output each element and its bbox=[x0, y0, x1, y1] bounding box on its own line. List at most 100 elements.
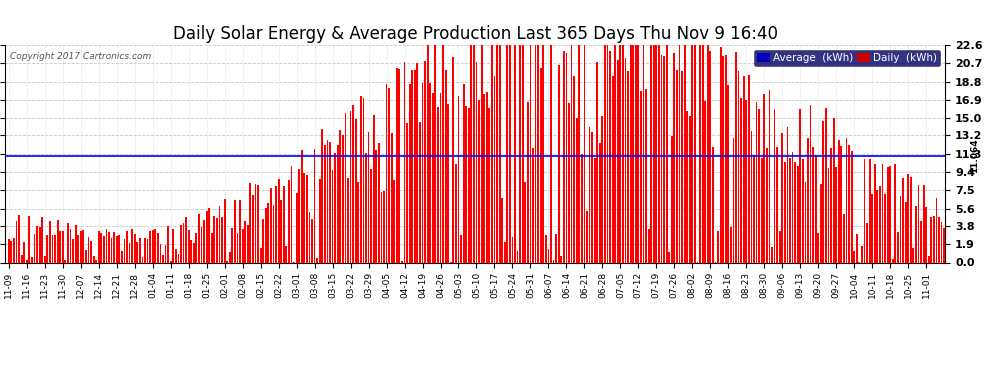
Bar bbox=[247, 225, 248, 262]
Bar bbox=[933, 216, 935, 262]
Bar bbox=[799, 109, 801, 262]
Bar bbox=[427, 45, 429, 262]
Bar bbox=[457, 96, 459, 262]
Bar bbox=[544, 235, 546, 262]
Bar bbox=[180, 225, 182, 262]
Bar bbox=[275, 186, 277, 262]
Bar bbox=[565, 53, 567, 262]
Bar bbox=[265, 208, 266, 262]
Bar bbox=[177, 255, 179, 262]
Bar bbox=[24, 242, 25, 262]
Bar bbox=[792, 152, 793, 262]
Bar bbox=[599, 143, 601, 262]
Bar bbox=[507, 45, 508, 262]
Bar bbox=[483, 94, 485, 262]
Bar bbox=[149, 231, 151, 262]
Bar bbox=[77, 235, 79, 262]
Bar bbox=[647, 229, 649, 262]
Bar bbox=[810, 105, 812, 262]
Bar bbox=[748, 75, 749, 262]
Bar bbox=[396, 68, 398, 262]
Bar bbox=[581, 154, 583, 262]
Bar bbox=[710, 51, 711, 262]
Bar bbox=[848, 146, 850, 262]
Bar bbox=[406, 123, 408, 262]
Bar bbox=[159, 244, 161, 262]
Bar bbox=[298, 169, 300, 262]
Bar bbox=[920, 220, 922, 262]
Bar bbox=[856, 234, 857, 262]
Bar bbox=[314, 149, 316, 262]
Bar bbox=[419, 122, 421, 262]
Bar bbox=[853, 251, 855, 262]
Bar bbox=[576, 118, 577, 262]
Bar bbox=[242, 229, 244, 262]
Bar bbox=[319, 179, 321, 262]
Bar bbox=[386, 84, 387, 262]
Bar bbox=[90, 241, 92, 262]
Bar bbox=[728, 85, 730, 262]
Bar bbox=[34, 234, 36, 262]
Bar bbox=[352, 105, 354, 262]
Bar bbox=[437, 106, 439, 262]
Bar bbox=[884, 194, 886, 262]
Bar bbox=[229, 252, 231, 262]
Bar bbox=[589, 127, 590, 262]
Bar bbox=[201, 227, 202, 262]
Bar bbox=[121, 251, 123, 262]
Bar bbox=[95, 260, 97, 262]
Bar bbox=[69, 229, 71, 262]
Bar bbox=[214, 216, 215, 262]
Bar bbox=[42, 217, 44, 262]
Bar bbox=[923, 184, 925, 262]
Bar bbox=[452, 57, 454, 262]
Bar bbox=[478, 100, 480, 262]
Bar bbox=[547, 249, 549, 262]
Bar bbox=[67, 223, 69, 262]
Bar bbox=[367, 132, 369, 262]
Bar bbox=[578, 45, 580, 262]
Bar bbox=[411, 70, 413, 262]
Bar bbox=[499, 45, 501, 262]
Bar bbox=[838, 140, 840, 262]
Bar bbox=[512, 237, 514, 262]
Bar bbox=[18, 215, 20, 262]
Bar bbox=[550, 45, 551, 262]
Bar bbox=[712, 147, 714, 262]
Bar bbox=[309, 213, 310, 262]
Bar bbox=[129, 243, 131, 262]
Bar bbox=[645, 89, 647, 262]
Bar bbox=[689, 116, 691, 262]
Bar bbox=[327, 140, 329, 262]
Bar bbox=[736, 52, 737, 262]
Bar bbox=[586, 211, 588, 262]
Bar bbox=[245, 220, 247, 262]
Bar bbox=[72, 239, 74, 262]
Bar bbox=[501, 198, 503, 262]
Bar bbox=[841, 146, 842, 262]
Bar bbox=[520, 45, 521, 262]
Bar bbox=[704, 101, 706, 262]
Bar bbox=[13, 238, 15, 262]
Bar bbox=[80, 231, 81, 262]
Bar bbox=[805, 182, 806, 262]
Bar bbox=[725, 55, 727, 262]
Bar bbox=[552, 260, 554, 262]
Bar bbox=[686, 111, 688, 262]
Bar bbox=[108, 232, 110, 262]
Bar bbox=[465, 106, 467, 262]
Bar bbox=[594, 158, 596, 262]
Bar bbox=[781, 134, 783, 262]
Bar bbox=[404, 62, 406, 262]
Bar bbox=[866, 224, 868, 262]
Text: 11.064: 11.064 bbox=[970, 139, 979, 173]
Bar bbox=[31, 256, 33, 262]
Bar bbox=[362, 98, 364, 262]
Bar bbox=[609, 51, 611, 262]
Legend: Average  (kWh), Daily  (kWh): Average (kWh), Daily (kWh) bbox=[754, 50, 940, 66]
Bar bbox=[401, 261, 403, 262]
Bar bbox=[378, 143, 380, 262]
Bar bbox=[733, 138, 735, 262]
Bar bbox=[347, 178, 348, 262]
Bar bbox=[671, 136, 672, 262]
